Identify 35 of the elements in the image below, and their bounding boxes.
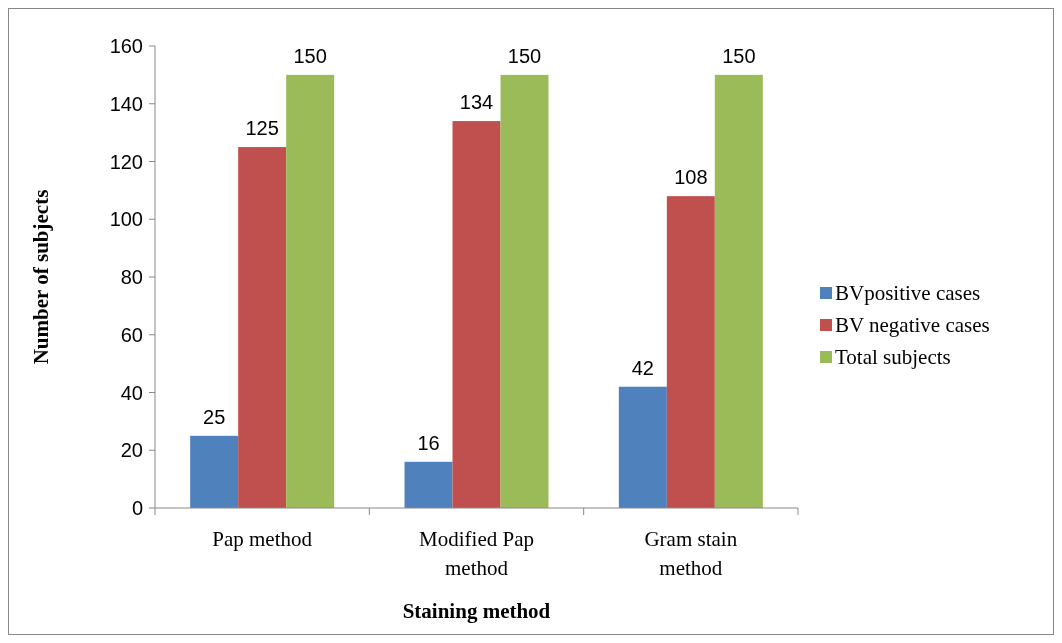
y-tick-label: 20 (120, 439, 143, 462)
legend-label: BVpositive cases (835, 281, 981, 306)
data-label: 25 (203, 405, 226, 428)
bar (190, 435, 239, 508)
y-tick-label: 0 (131, 497, 143, 519)
bar (714, 74, 763, 508)
bar (500, 74, 549, 508)
y-tick-label: 120 (109, 150, 143, 173)
data-label: 108 (674, 166, 708, 189)
x-axis-title: Staining method (402, 599, 551, 623)
x-tick-label: Modified Pap method (419, 527, 534, 580)
y-tick-label: 40 (120, 381, 143, 404)
y-tick-label: 80 (120, 266, 143, 288)
data-label: 150 (722, 44, 756, 67)
bar (238, 147, 287, 508)
y-tick-label: 100 (109, 208, 143, 231)
y-axis-title: Number of subjects (29, 189, 53, 365)
data-label: 125 (245, 117, 279, 140)
legend-label: BV negative cases (835, 313, 990, 338)
bar (618, 386, 667, 508)
data-label: 42 (631, 356, 654, 379)
data-label: 16 (417, 431, 440, 454)
data-label: 134 (459, 91, 494, 114)
y-tick-label: 160 (109, 35, 143, 57)
y-tick-label: 60 (120, 323, 143, 346)
y-tick-label: 140 (109, 92, 143, 115)
data-label: 150 (507, 44, 542, 67)
x-tick-label: Gram stain method (644, 527, 738, 580)
bar (286, 74, 335, 508)
x-tick-label: Pap method (212, 527, 313, 551)
bar (666, 196, 715, 508)
bar (452, 121, 501, 508)
legend-label: Total subjects (835, 345, 951, 370)
data-label: 150 (293, 44, 327, 67)
bar (404, 461, 453, 508)
